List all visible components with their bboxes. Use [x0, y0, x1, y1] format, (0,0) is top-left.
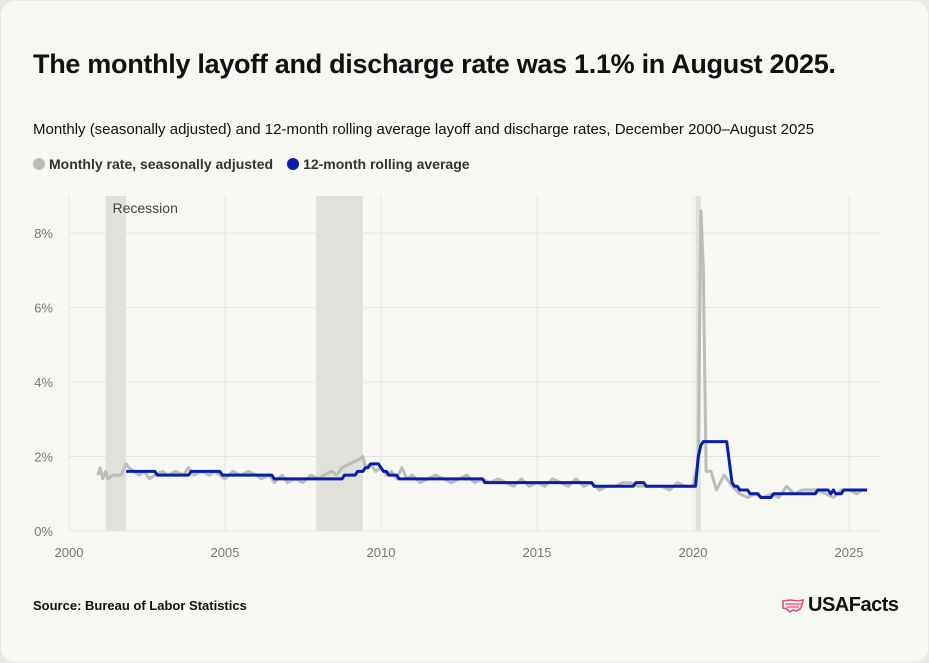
recession-band [105, 196, 127, 531]
x-tick-label: 2025 [835, 545, 864, 560]
recession-band [316, 196, 363, 531]
x-tick-label: 2005 [211, 545, 240, 560]
legend-item-monthly: Monthly rate, seasonally adjusted [33, 156, 273, 172]
usafacts-logo: USAFacts [781, 594, 899, 617]
source-note: Source: Bureau of Labor Statistics [33, 598, 247, 613]
legend: Monthly rate, seasonally adjusted 12-mon… [33, 156, 470, 172]
y-tick-label: 4% [34, 375, 53, 390]
recession-label: Recession [113, 200, 178, 216]
chart-subtitle: Monthly (seasonally adjusted) and 12-mon… [33, 121, 815, 138]
logo-text: USAFacts [808, 594, 899, 616]
y-tick-label: 6% [34, 301, 53, 316]
y-tick-label: 8% [34, 226, 53, 241]
legend-swatch-monthly [33, 158, 45, 170]
line-chart: 2000 2005 2010 2015 2020 2025 0% 2% 4% 6% 8% Recess… [34, 196, 881, 560]
legend-swatch-rolling [287, 158, 300, 170]
us-map-icon [782, 598, 805, 613]
rolling-average-line [126, 440, 868, 499]
x-tick-label: 2010 [367, 545, 396, 560]
legend-label-rolling: 12-month rolling average [303, 156, 470, 172]
y-tick-label: 0% [34, 524, 53, 539]
legend-item-rolling: 12-month rolling average [287, 156, 470, 172]
x-tick-label: 2000 [55, 545, 84, 560]
chart-title: The monthly layoff and discharge rate wa… [33, 49, 836, 79]
x-tick-label: 2020 [679, 545, 708, 560]
y-tick-label: 2% [34, 450, 53, 465]
legend-label-monthly: Monthly rate, seasonally adjusted [49, 156, 274, 172]
x-tick-label: 2015 [523, 545, 552, 560]
monthly-rate-line [96, 209, 868, 499]
